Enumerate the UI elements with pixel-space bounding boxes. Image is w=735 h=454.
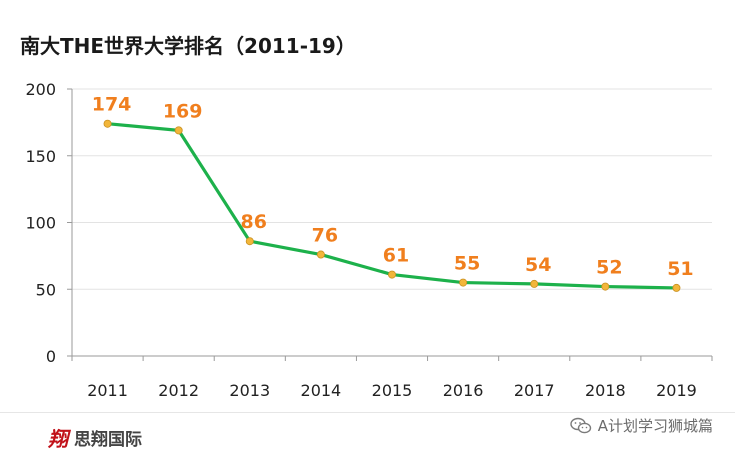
data-point (316, 250, 325, 259)
footer-divider (0, 412, 735, 413)
brand: 翔 思翔国际 (48, 423, 142, 452)
data-point (530, 279, 539, 288)
data-point (103, 119, 112, 128)
x-tick-label: 2015 (372, 381, 413, 400)
x-ticks: 2011 2012 2013 2014 2015 2016 2017 2018 2019 (87, 381, 697, 400)
data-point (601, 282, 610, 291)
x-tick-label: 2014 (301, 381, 342, 400)
y-tick-label: 200 (25, 80, 56, 99)
data-label: 86 (241, 211, 267, 233)
x-tick-label: 2016 (443, 381, 484, 400)
wechat-icon (570, 417, 591, 433)
data-point (174, 126, 183, 135)
data-label: 169 (163, 100, 203, 122)
y-tick-label: 100 (25, 214, 56, 233)
brand-logo: 翔 (48, 427, 68, 451)
data-label: 55 (454, 253, 480, 275)
data-label: 61 (383, 245, 409, 267)
watermark-text: A计划学习狮城篇 (597, 417, 713, 435)
series-layer (103, 119, 681, 292)
data-label: 174 (92, 94, 132, 116)
x-tick-label: 2019 (656, 381, 697, 400)
x-tick-label: 2018 (585, 381, 626, 400)
data-label: 51 (667, 258, 693, 280)
brand-name: 思翔国际 (74, 430, 142, 450)
axes (67, 88, 713, 361)
data-point (672, 283, 681, 292)
data-label: 54 (525, 254, 551, 276)
y-tick-label: 0 (46, 347, 56, 366)
data-label: 76 (312, 225, 338, 247)
data-labels: 174 169 86 76 61 55 54 52 51 (92, 94, 694, 280)
y-tick-label: 50 (36, 280, 56, 299)
watermark: A计划学习狮城篇 (570, 415, 713, 436)
x-tick-label: 2012 (158, 381, 199, 400)
y-tick-label: 150 (25, 147, 56, 166)
data-point (245, 237, 254, 246)
data-point (387, 270, 396, 279)
data-label: 52 (596, 257, 622, 279)
x-tick-label: 2017 (514, 381, 555, 400)
x-tick-label: 2011 (87, 381, 128, 400)
chart-title: 南大THE世界大学排名（2011-19） (20, 34, 356, 58)
data-point (459, 278, 468, 287)
y-ticks: 0 50 100 150 200 (25, 80, 56, 366)
x-tick-label: 2013 (229, 381, 270, 400)
